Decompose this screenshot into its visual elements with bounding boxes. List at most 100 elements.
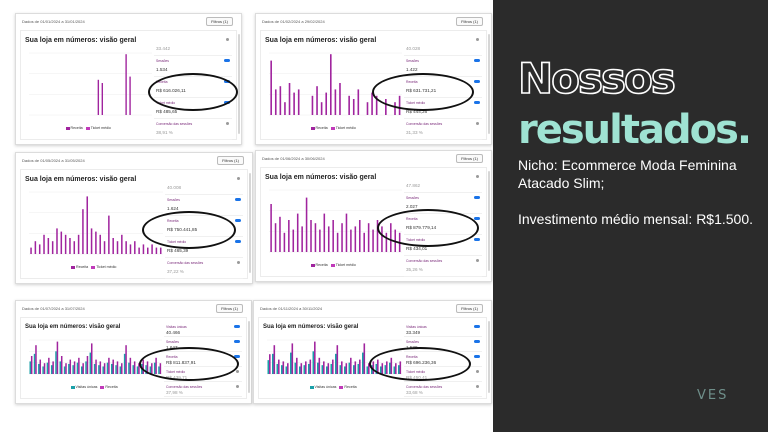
- metric-toggle[interactable]: [234, 355, 240, 358]
- settings-icon[interactable]: [476, 175, 479, 178]
- visits-bar: [89, 352, 92, 374]
- scrollbar[interactable]: [488, 34, 490, 134]
- revenue-bar: [97, 79, 100, 115]
- revenue-bar: [95, 359, 97, 374]
- metric-row[interactable]: 40.028: [404, 35, 482, 56]
- settings-icon[interactable]: [226, 122, 229, 125]
- metric-value: 2.027: [406, 204, 418, 209]
- metric-row[interactable]: Conversão das sessões 38,91 %: [154, 119, 232, 140]
- metric-value: 38,91 %: [156, 130, 173, 135]
- scrollbar[interactable]: [488, 321, 490, 393]
- visits-bar: [326, 366, 328, 374]
- revenue-bar: [60, 231, 63, 254]
- settings-icon[interactable]: [476, 385, 479, 388]
- metric-row[interactable]: 40.008: [165, 174, 243, 195]
- metric-toggle[interactable]: [474, 355, 480, 358]
- metric-value: 35,26 %: [406, 267, 423, 272]
- revenue-bar: [56, 228, 58, 254]
- scrollbar[interactable]: [248, 321, 250, 393]
- filters-button[interactable]: Filtros (1): [456, 304, 483, 313]
- metric-toggle[interactable]: [234, 340, 240, 343]
- metric-row[interactable]: 47.862: [404, 172, 482, 193]
- revenue-bar: [155, 247, 158, 254]
- scrollbar[interactable]: [238, 34, 240, 134]
- visits-bar: [93, 363, 96, 374]
- visits-bar: [285, 366, 288, 374]
- metric-toggle[interactable]: [234, 325, 240, 328]
- revenue-bar: [116, 241, 119, 254]
- settings-icon[interactable]: [476, 370, 479, 373]
- metric-toggle[interactable]: [235, 198, 241, 201]
- date-range: Dados de 01/02/2024 a 29/02/2024: [262, 19, 325, 24]
- revenue-bar: [284, 102, 286, 115]
- settings-icon[interactable]: [237, 177, 240, 180]
- filters-button[interactable]: Filtros (1): [217, 156, 244, 165]
- revenue-bar: [69, 359, 72, 374]
- date-range: Dados de 01/11/2024 a 30/11/2024: [260, 306, 323, 311]
- metric-toggle[interactable]: [474, 59, 480, 62]
- metrics-chart: [29, 52, 152, 116]
- revenue-bar: [334, 89, 337, 115]
- metric-toggle[interactable]: [474, 217, 480, 220]
- metric-label: Conversão das sessões: [406, 122, 443, 126]
- settings-icon[interactable]: [226, 38, 229, 41]
- settings-icon[interactable]: [237, 261, 240, 264]
- metric-toggle[interactable]: [474, 238, 480, 241]
- scrollbar[interactable]: [488, 171, 490, 271]
- metric-row[interactable]: Conversão das sessões 31,33 %: [404, 119, 482, 140]
- revenue-bar: [90, 228, 93, 254]
- revenue-bar: [345, 363, 348, 374]
- info-panel: [493, 0, 768, 432]
- revenue-bar: [151, 244, 153, 254]
- revenue-bar: [296, 213, 299, 252]
- revenue-bar: [318, 357, 321, 374]
- metric-row[interactable]: Visitas únicas 40.466: [164, 322, 242, 337]
- headline-line1: Nossos: [517, 54, 676, 103]
- metric-toggle[interactable]: [474, 196, 480, 199]
- metric-label: Sessões: [406, 59, 420, 63]
- metric-toggle[interactable]: [235, 219, 241, 222]
- metric-toggle[interactable]: [235, 240, 241, 243]
- revenue-bar: [121, 363, 123, 374]
- revenue-bar: [363, 343, 366, 374]
- metric-toggle[interactable]: [474, 101, 480, 104]
- revenue-bar: [314, 341, 316, 374]
- filters-button[interactable]: Filtros (1): [456, 17, 483, 26]
- metric-row[interactable]: Conversão das sessões 37,98 %: [164, 382, 242, 397]
- company-logo: VES: [697, 388, 729, 403]
- revenue-bar: [385, 99, 387, 115]
- filters-button[interactable]: Filtros (1): [216, 304, 243, 313]
- metric-toggle[interactable]: [474, 80, 480, 83]
- settings-icon[interactable]: [476, 38, 479, 41]
- revenue-bar: [300, 363, 303, 374]
- filters-button[interactable]: Filtros (1): [206, 17, 233, 26]
- settings-icon[interactable]: [236, 370, 239, 373]
- scrollbar[interactable]: [249, 173, 251, 273]
- revenue-bar: [336, 232, 339, 252]
- metric-label: Visitas únicas: [406, 325, 427, 329]
- metric-row[interactable]: Conversão das sessões 37,22 %: [165, 258, 243, 279]
- metric-value: 33.349: [406, 330, 421, 335]
- metric-value: 31,33 %: [406, 130, 423, 135]
- visits-bar: [339, 365, 342, 374]
- filters-button[interactable]: Filtros (1): [456, 154, 483, 163]
- revenue-bar: [332, 359, 334, 374]
- settings-icon[interactable]: [476, 122, 479, 125]
- metric-toggle[interactable]: [474, 340, 480, 343]
- revenue-highlight-ellipse: [148, 73, 238, 111]
- visits-bar: [76, 362, 79, 374]
- visits-bar: [348, 362, 351, 374]
- visits-bar: [330, 363, 333, 374]
- revenue-bar: [375, 95, 378, 115]
- date-range: Dados de 01/05/2024 a 31/05/2024: [22, 158, 85, 163]
- revenue-bar: [129, 76, 131, 115]
- settings-icon[interactable]: [476, 259, 479, 262]
- metric-toggle[interactable]: [474, 325, 480, 328]
- metric-row[interactable]: Conversão das sessões 33,68 %: [404, 382, 482, 397]
- metric-row[interactable]: Conversão das sessões 35,26 %: [404, 256, 482, 277]
- revenue-bar: [305, 361, 307, 374]
- metric-row[interactable]: 33.442: [154, 35, 232, 56]
- settings-icon[interactable]: [236, 385, 239, 388]
- metric-row[interactable]: Visitas únicas 33.349: [404, 322, 482, 337]
- metric-toggle[interactable]: [224, 59, 230, 62]
